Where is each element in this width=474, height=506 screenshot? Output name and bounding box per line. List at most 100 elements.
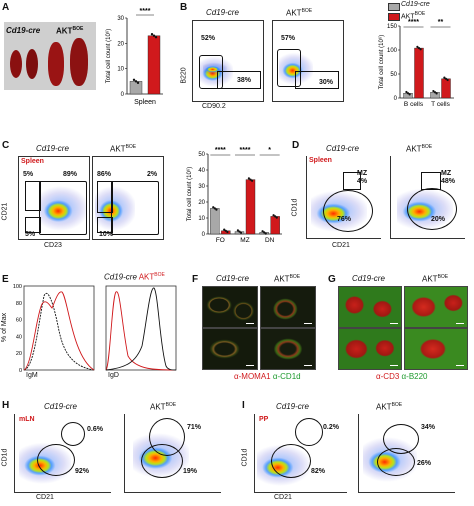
data-point [405, 90, 408, 94]
data-point [152, 34, 156, 37]
bar [129, 81, 143, 95]
gate-percent: 48% [441, 178, 456, 185]
histogram-line-akt [23, 291, 95, 371]
y-tick-label: 100 [387, 48, 398, 54]
data-point [213, 207, 216, 210]
bar [441, 78, 451, 99]
micrograph [404, 286, 468, 328]
gate-percent: 4% [357, 178, 368, 185]
histogram-igm [23, 285, 95, 371]
gate-name: MZ [441, 170, 452, 177]
y-tick-label: 0 [202, 232, 206, 238]
panel-i: I Cd19-cre AKTBOE CD1d CD21 PP 0.2% 82% … [240, 398, 474, 506]
plot-title: Cd19-cre [44, 402, 77, 411]
data-point [154, 36, 158, 39]
flow-plot: Spleen MZ 4% 76% [306, 156, 381, 239]
gate-percent: 71% [187, 424, 202, 431]
category-label: T cells [431, 101, 450, 108]
spleen-organ [70, 38, 88, 86]
data-point [249, 178, 252, 181]
plot-title: Cd19-cre [326, 144, 359, 153]
y-tick-label: 20 [16, 351, 22, 357]
data-point [417, 46, 421, 50]
micrograph [260, 328, 316, 370]
gate-percent: 19% [183, 468, 198, 475]
gate-percent: 20% [431, 216, 446, 223]
legend-label: Cd19-cre [401, 1, 430, 8]
data-point [416, 45, 419, 48]
x-axis-label: CD21 [332, 242, 350, 249]
significance-label: **** [215, 147, 226, 154]
data-point [150, 33, 154, 36]
histogram-line-akt [105, 291, 177, 371]
gate-percent: 0.2% [323, 424, 339, 431]
stain-legend: α-MOMA1 α-CD1d [234, 372, 301, 381]
data-point [212, 206, 215, 209]
gate-percent: 89% [63, 171, 78, 178]
flow-plot: 86% 2% 10% [92, 156, 164, 240]
legend-swatch [388, 3, 400, 11]
data-point [272, 214, 275, 217]
photo-label-akt: AKTBOE [56, 26, 84, 36]
data-point [136, 81, 140, 85]
gate-percent: 34% [421, 424, 436, 431]
tissue-label: mLN [19, 416, 35, 423]
gate-name: MZ [357, 170, 368, 177]
histogram-line-cre [23, 293, 95, 371]
category-label: FO [216, 237, 225, 244]
data-point [261, 230, 264, 233]
gate-percent: 86% [97, 171, 112, 178]
y-tick-label: 150 [387, 24, 398, 30]
panel-label: H [2, 400, 10, 411]
flow-plot: Spleen 5% 89% 5% [18, 156, 90, 240]
data-point [444, 77, 448, 80]
image-title: Cd19-cre [352, 274, 385, 283]
y-axis-label: CD21 [1, 202, 9, 221]
stain-legend: α-CD3 α-B220 [376, 372, 428, 381]
tissue-label: PP [259, 416, 269, 423]
data-point [408, 93, 411, 96]
panel-c: C Cd19-cre AKTBOE CD21 CD23 Spleen 5% 89… [0, 138, 290, 258]
gate-percent: 76% [337, 216, 352, 223]
panel-label: G [328, 274, 336, 285]
histogram-igd [105, 285, 177, 371]
flow-plot: 34% 26% [358, 414, 455, 493]
y-tick-label: 50 [390, 72, 397, 78]
flow-plot: 57% 30% [272, 20, 344, 102]
panel-d: D Cd19-cre AKTBOE CD1d CD21 Spleen MZ 4%… [290, 138, 474, 258]
data-point [236, 229, 239, 232]
category-label: DN [265, 237, 275, 244]
y-tick-label: 0 [394, 96, 398, 102]
y-axis-label: CD1d [1, 448, 9, 467]
micrograph [338, 328, 402, 370]
bar-chart-c: 0 10 20 30 40 50 Total cell count (10⁶) **** FO *… [186, 147, 282, 244]
y-tick-label: 80 [16, 301, 22, 307]
flow-plot: 71% 19% [124, 414, 221, 493]
category-label: MZ [240, 237, 249, 244]
data-point [264, 232, 267, 235]
flow-plot: 52% 38% [192, 20, 264, 102]
flow-plot: MZ 48% 20% [390, 156, 465, 239]
photo-label-cre: Cd19-cre [6, 26, 41, 35]
gate-percent: 5% [25, 231, 36, 238]
significance-label: **** [240, 147, 251, 154]
data-point [240, 231, 243, 234]
gate-percent: 57% [281, 35, 296, 42]
data-point [433, 91, 437, 94]
data-point [274, 215, 277, 218]
data-point [446, 78, 449, 82]
micrograph [202, 328, 258, 370]
y-tick-label: 60 [16, 318, 22, 324]
legend: Cd19-cre AKTBOE [388, 1, 474, 22]
panel-b: B Cd19-cre AKTBOE B220 CD90.2 52% 38% 57… [178, 0, 474, 122]
bar [414, 47, 424, 99]
panel-a: A Cd19-cre AKTBOE 0 10 20 30 Total cell coun… [0, 0, 170, 122]
y-tick-label: 30 [198, 184, 205, 190]
data-point [224, 229, 227, 232]
plot-title: Cd19-cre [36, 144, 69, 153]
data-point [215, 208, 218, 211]
spleen-organ [48, 42, 64, 86]
gate-percent: 0.6% [87, 426, 103, 433]
x-axis-label: CD21 [274, 494, 292, 501]
image-title: AKTBOE [274, 274, 301, 284]
